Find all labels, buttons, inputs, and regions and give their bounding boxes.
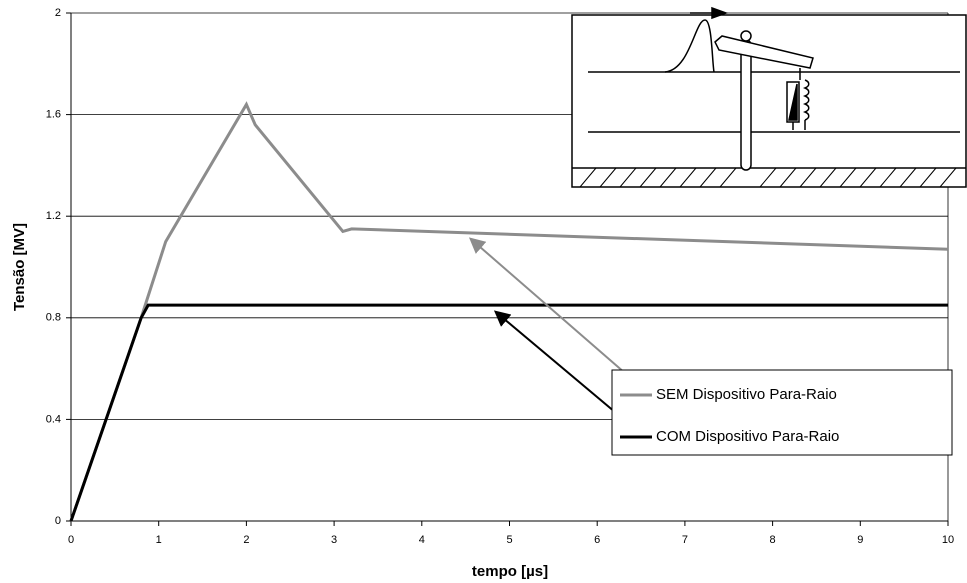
y-tick-label: 0.4 bbox=[46, 413, 61, 425]
x-tick-label: 7 bbox=[682, 534, 688, 546]
y-tick-label: 1.6 bbox=[46, 109, 61, 121]
x-tick-label: 3 bbox=[331, 534, 337, 546]
x-axis-title: tempo [µs] bbox=[472, 563, 548, 580]
x-tick-label: 1 bbox=[156, 534, 162, 546]
x-tick-label: 6 bbox=[594, 534, 600, 546]
y-axis-title: Tensão [MV] bbox=[11, 223, 28, 311]
x-tick-label: 8 bbox=[770, 534, 776, 546]
legend-text: SEM Dispositivo Para-Raio bbox=[656, 386, 837, 403]
x-tick-label: 4 bbox=[419, 534, 425, 546]
x-tick-label: 9 bbox=[857, 534, 863, 546]
x-tick-label: 2 bbox=[243, 534, 249, 546]
x-tick-label: 10 bbox=[942, 534, 954, 546]
y-tick-label: 0 bbox=[55, 515, 61, 527]
x-tick-label: 5 bbox=[506, 534, 512, 546]
inset-diagram bbox=[572, 8, 966, 187]
chart: 0 0.4 0.8 1.2 1.6 2 0 1 2 3 4 5 6 7 8 9 10 tempo [µs] Te… bbox=[0, 0, 967, 583]
y-tick-label: 2 bbox=[55, 7, 61, 19]
legend-text: COM Dispositivo Para-Raio bbox=[656, 428, 839, 445]
x-tick-label: 0 bbox=[68, 534, 74, 546]
y-tick-label: 0.8 bbox=[46, 312, 61, 324]
legend: SEM Dispositivo Para-Raio COM Dispositivo… bbox=[612, 370, 952, 455]
y-tick-label: 1.2 bbox=[46, 210, 61, 222]
